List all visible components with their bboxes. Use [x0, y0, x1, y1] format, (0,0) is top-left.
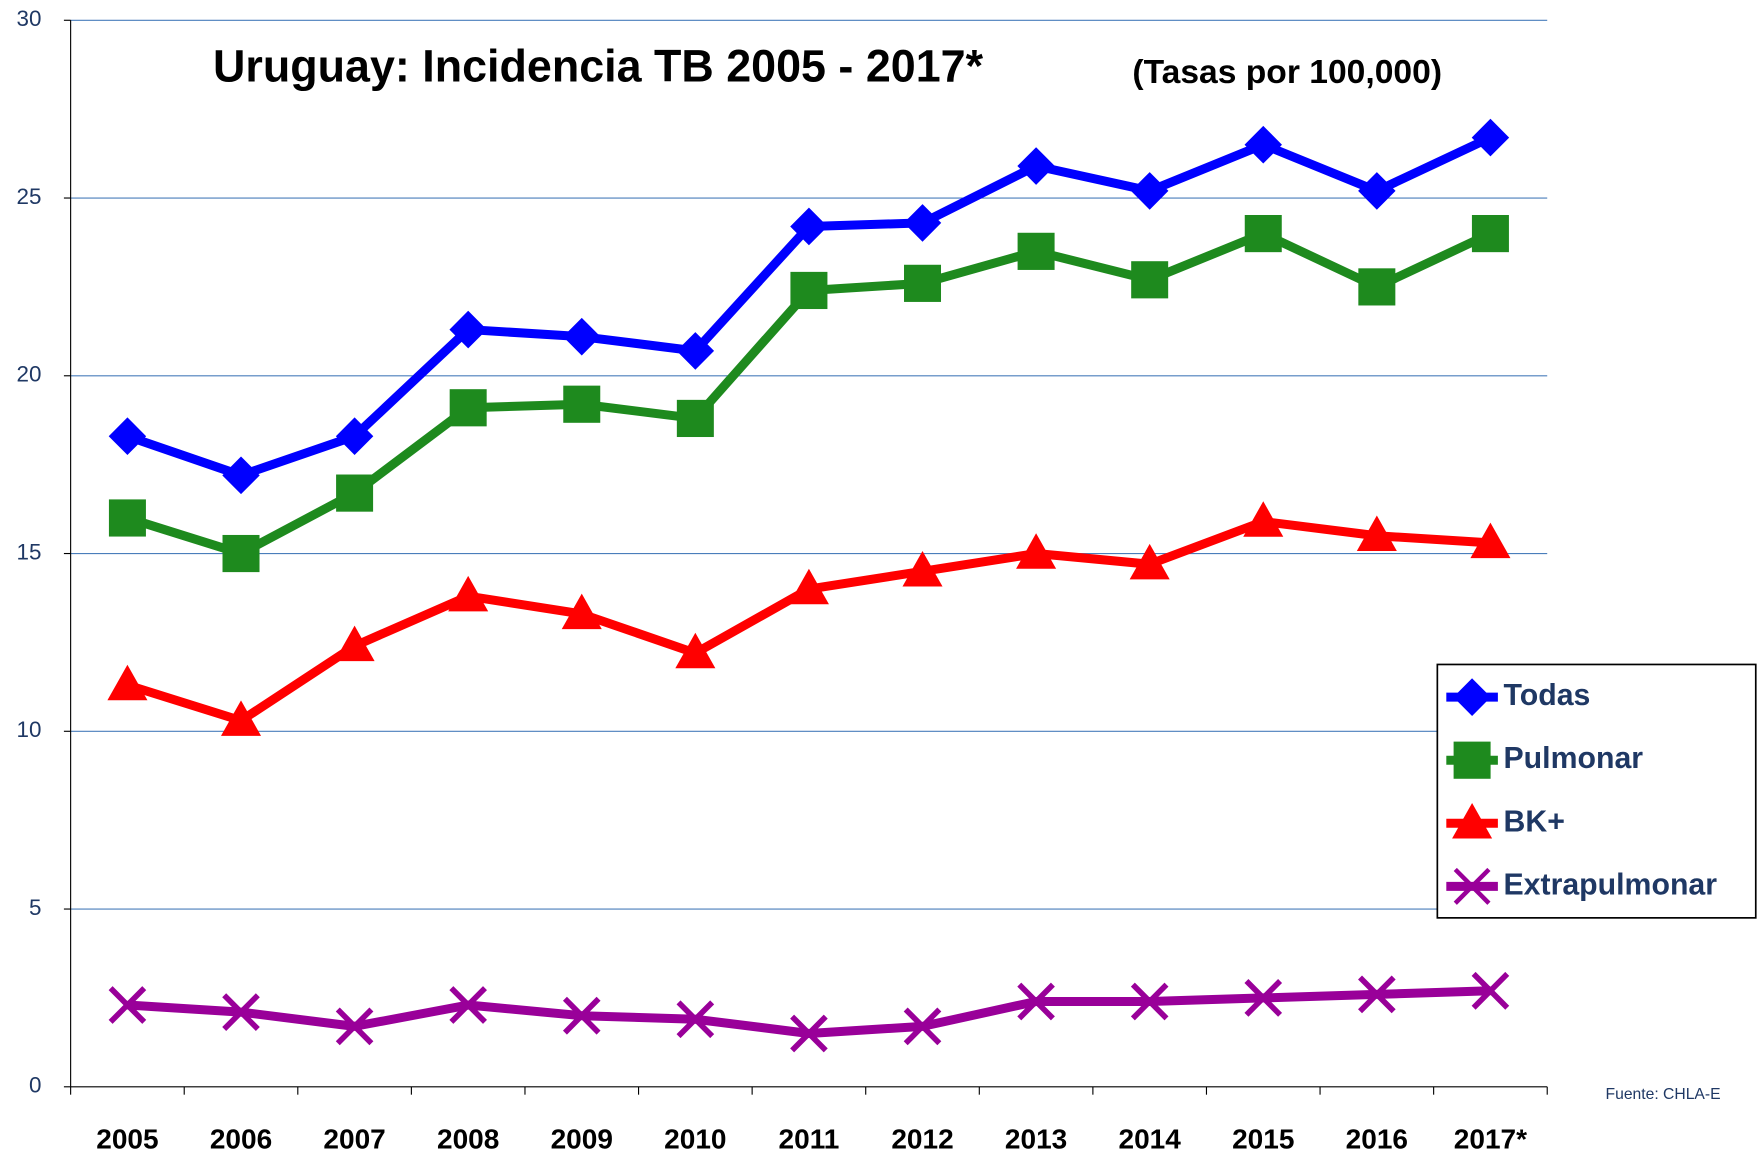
marker-diamond	[449, 310, 487, 349]
x-tick-label: 2016	[1346, 1123, 1408, 1154]
x-tick-label: 2008	[437, 1123, 499, 1154]
marker-triangle	[675, 632, 716, 669]
legend-label: Pulmonar	[1503, 742, 1643, 775]
x-tick-label: 2009	[551, 1123, 613, 1154]
marker-triangle	[334, 625, 375, 662]
x-tick-label: 2006	[210, 1123, 272, 1154]
marker-square	[449, 389, 487, 427]
x-tick-label: 2014	[1119, 1123, 1182, 1154]
x-tick-label: 2012	[891, 1123, 953, 1154]
marker-diamond	[1017, 147, 1055, 185]
marker-square	[1131, 261, 1169, 299]
marker-x	[903, 1007, 942, 1046]
marker-x	[1130, 982, 1169, 1021]
marker-triangle	[1356, 515, 1397, 551]
marker-square	[336, 474, 374, 512]
marker-x	[1017, 982, 1055, 1021]
x-tick-label: 2010	[664, 1123, 726, 1154]
marker-x	[676, 1000, 715, 1039]
marker-diamond	[676, 332, 715, 370]
legend-label: Extrapulmonar	[1503, 868, 1717, 901]
marker-square	[904, 264, 942, 302]
marker-square	[1017, 232, 1055, 270]
marker-square	[222, 534, 260, 573]
y-tick-label: 25	[17, 184, 42, 209]
marker-diamond	[335, 417, 374, 456]
marker-triangle	[1016, 533, 1057, 569]
marker-x	[1244, 979, 1283, 1017]
series-line	[126, 517, 1491, 726]
marker-diamond	[1130, 172, 1169, 210]
x-tick-label: 2015	[1232, 1123, 1294, 1154]
x-tick-label: 2007	[323, 1123, 385, 1154]
marker-x	[1358, 975, 1396, 1014]
y-tick-label: 10	[17, 717, 42, 742]
marker-diamond	[108, 417, 147, 456]
marker-diamond	[790, 207, 828, 246]
marker-triangle	[561, 593, 602, 630]
marker-triangle	[902, 551, 943, 587]
legend-box	[1436, 663, 1757, 919]
marker-diamond	[1244, 125, 1282, 164]
marker-square	[108, 499, 146, 537]
marker-x	[449, 986, 487, 1024]
marker-triangle	[1470, 522, 1511, 559]
marker-diamond	[1471, 118, 1510, 157]
marker-square	[1244, 214, 1282, 253]
marker-x	[790, 1014, 828, 1053]
legend-marker	[1452, 802, 1493, 839]
marker-x	[1471, 971, 1510, 1010]
legend-label: Todas	[1503, 679, 1590, 712]
x-tick-label: 2005	[96, 1123, 158, 1154]
legend-marker	[1453, 867, 1491, 905]
legend: Todas Pulmonar BK+ Extrapulmonar	[1436, 663, 1757, 919]
source-note: Fuente: CHLA-E	[1606, 1086, 1721, 1103]
marker-square	[563, 385, 601, 423]
y-tick-label: 30	[17, 6, 42, 31]
marker-triangle	[1243, 501, 1284, 537]
y-tick-label: 15	[17, 539, 42, 564]
marker-x	[108, 986, 147, 1024]
marker-square	[790, 271, 828, 310]
marker-triangle	[107, 664, 148, 701]
marker-diamond	[563, 317, 601, 356]
marker-diamond	[222, 456, 260, 495]
y-tick-label: 20	[17, 362, 42, 387]
marker-x	[562, 996, 601, 1035]
legend-marker	[1453, 678, 1491, 716]
marker-triangle	[1129, 543, 1170, 580]
y-tick-label: 0	[29, 1073, 41, 1098]
chart-title: Uruguay: Incidencia TB 2005 - 2017*	[213, 41, 984, 92]
marker-triangle	[448, 575, 489, 612]
marker-diamond	[903, 204, 942, 242]
y-tick-label: 5	[29, 895, 41, 920]
marker-square	[1358, 268, 1396, 306]
x-tick-label: 2013	[1005, 1123, 1067, 1154]
series-line	[127, 986, 1491, 1038]
marker-triangle	[220, 700, 262, 736]
x-tick-label: 2011	[779, 1123, 840, 1154]
legend-marker	[1453, 741, 1491, 779]
marker-diamond	[1358, 172, 1396, 210]
marker-triangle	[788, 568, 829, 605]
chart-subtitle: (Tasas por 100,000)	[1132, 53, 1442, 91]
marker-x	[222, 993, 260, 1032]
marker-x	[335, 1007, 374, 1046]
x-tick-label: 2017*	[1454, 1123, 1527, 1154]
marker-square	[676, 399, 714, 438]
legend-label: BK+	[1503, 805, 1564, 838]
marker-square	[1471, 214, 1509, 253]
